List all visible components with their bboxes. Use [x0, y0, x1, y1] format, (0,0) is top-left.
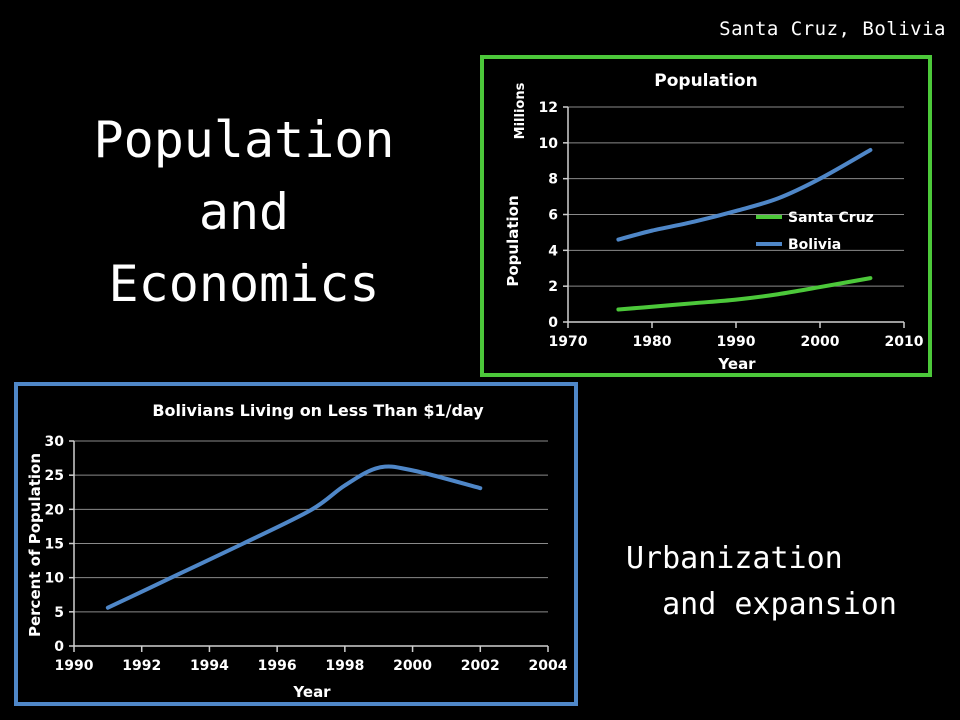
title-line-1: Population [93, 111, 395, 169]
population-y-tick-label: 6 [548, 208, 558, 224]
poverty-chart: Bolivians Living on Less Than $1/day 0 5 10… [26, 401, 568, 701]
population-legend-label-bolivia: Bolivia [788, 237, 841, 253]
population-x-tick-label: 2010 [885, 334, 924, 350]
poverty-x-tick-label: 1990 [55, 658, 94, 674]
population-y-tick-label: 10 [539, 136, 559, 152]
title-line-2: and [198, 183, 290, 241]
population-chart: Population 0 2 4 6 8 10 12 1970 1980 1990 2000 2010 Y… [504, 71, 924, 373]
poverty-y-tick-label: 0 [54, 639, 64, 655]
poverty-x-tick-label: 2004 [529, 658, 568, 674]
population-line-bolivia [616, 148, 873, 242]
population-x-tick-label: 1980 [633, 334, 672, 350]
population-x-axis-label: Year [717, 355, 756, 373]
population-chart-title: Population [654, 71, 757, 91]
population-y-tick-label: 0 [548, 315, 558, 331]
population-x-tick-label: 1970 [549, 334, 588, 350]
population-y-unit-label: Millions [513, 82, 528, 139]
population-y-axis-label: Population [504, 195, 522, 286]
poverty-y-tick-label: 5 [54, 605, 64, 621]
poverty-line-series-1 [105, 464, 483, 610]
poverty-x-tick-label: 2000 [393, 658, 432, 674]
urbanization-note: Urbanization and expansion [626, 541, 897, 622]
poverty-x-axis-label: Year [292, 683, 331, 701]
poverty-chart-frame: Bolivians Living on Less Than $1/day 0 5 10… [14, 382, 578, 706]
population-y-tick-label: 8 [548, 172, 558, 188]
title-line-3: Economics [108, 255, 380, 313]
poverty-y-tick-label: 15 [45, 537, 64, 553]
poverty-chart-title: Bolivians Living on Less Than $1/day [152, 401, 484, 420]
poverty-x-tick-label: 1992 [122, 658, 161, 674]
poverty-x-tick-label: 1994 [190, 658, 229, 674]
poverty-y-tick-label: 30 [45, 434, 65, 450]
population-y-tick-label: 12 [539, 100, 558, 116]
poverty-y-tick-label: 25 [45, 468, 64, 484]
slide-title: Population and Economics [44, 104, 444, 320]
poverty-x-tick-label: 2002 [461, 658, 500, 674]
population-legend-label-santa-cruz: Santa Cruz [788, 210, 874, 226]
population-x-tick-label: 1990 [717, 334, 756, 350]
poverty-x-tick-label: 1996 [258, 658, 297, 674]
poverty-y-tick-label: 10 [45, 571, 65, 587]
poverty-x-tick-label: 1998 [325, 658, 364, 674]
poverty-y-axis-label: Percent of Population [26, 453, 44, 637]
population-chart-frame: Population 0 2 4 6 8 10 12 1970 1980 1990 2000 2010 Y… [480, 55, 932, 377]
population-x-tick-label: 2000 [801, 334, 840, 350]
location-label: Santa Cruz, Bolivia [719, 18, 946, 40]
population-line-santa-cruz [616, 276, 873, 312]
poverty-y-tick-label: 20 [45, 502, 65, 518]
population-y-tick-label: 2 [548, 279, 558, 295]
population-y-tick-label: 4 [548, 243, 558, 259]
